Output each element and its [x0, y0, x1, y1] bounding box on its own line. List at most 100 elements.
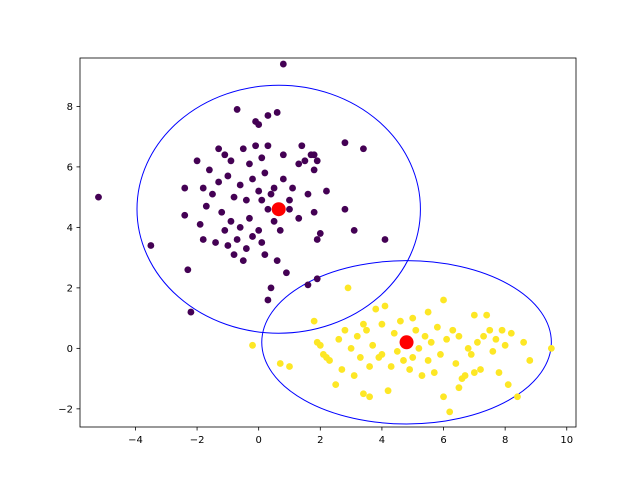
data-point-cluster-1: [221, 227, 229, 234]
data-point-cluster-1: [242, 245, 250, 252]
data-point-cluster-2: [344, 284, 352, 292]
data-point-cluster-1: [295, 160, 303, 168]
data-point-cluster-1: [267, 190, 275, 198]
data-point-cluster-2: [480, 332, 487, 340]
data-point-cluster-2: [366, 363, 373, 370]
data-point-cluster-1: [273, 109, 281, 116]
data-point-cluster-2: [547, 344, 555, 352]
data-point-cluster-2: [409, 354, 417, 361]
data-point-cluster-2: [449, 326, 457, 334]
data-point-cluster-2: [366, 393, 373, 401]
y-axis-ticks: −2 0 2 4 6 8: [58, 102, 80, 415]
data-point-cluster-1: [279, 151, 287, 159]
data-point-cluster-2: [461, 372, 469, 379]
data-point-cluster-1: [224, 242, 232, 249]
data-point-cluster-2: [316, 341, 324, 349]
data-point-cluster-2: [406, 366, 414, 373]
data-point-cluster-2: [427, 338, 435, 346]
data-point-cluster-1: [193, 157, 201, 165]
data-point-cluster-2: [424, 357, 432, 364]
data-point-cluster-1: [236, 223, 244, 231]
x-tick-label: 2: [317, 435, 323, 446]
data-point-cluster-2: [356, 354, 364, 361]
data-point-cluster-1: [264, 296, 272, 304]
data-point-cluster-1: [230, 193, 238, 201]
data-point-cluster-2: [424, 308, 432, 316]
data-point-cluster-2: [474, 338, 481, 346]
data-point-cluster-1: [279, 60, 287, 68]
data-point-cluster-2: [363, 326, 370, 334]
data-point-cluster-1: [233, 236, 241, 243]
data-point-cluster-2: [369, 341, 377, 349]
data-point-cluster-2: [507, 329, 515, 337]
data-point-cluster-2: [489, 347, 497, 355]
data-point-cluster-2: [440, 393, 447, 401]
data-point-cluster-2: [326, 357, 333, 364]
data-point-cluster-1: [202, 202, 210, 210]
data-point-cluster-2: [467, 351, 475, 358]
data-point-cluster-2: [384, 387, 392, 395]
data-point-cluster-1: [187, 308, 195, 316]
data-point-cluster-1: [233, 106, 241, 113]
data-point-cluster-1: [264, 142, 272, 150]
data-point-cluster-2: [483, 311, 491, 319]
data-point-cluster-2: [455, 384, 463, 392]
y-tick-label: 6: [67, 162, 73, 173]
data-point-cluster-1: [313, 157, 321, 165]
data-point-cluster-2: [464, 344, 472, 352]
data-point-cluster-1: [267, 284, 275, 292]
data-point-cluster-1: [258, 239, 266, 246]
data-point-cluster-1: [310, 151, 318, 159]
data-point-cluster-2: [440, 296, 447, 304]
centroid-marker-2: [399, 335, 414, 350]
data-point-cluster-1: [258, 154, 266, 162]
data-point-cluster-2: [501, 341, 509, 349]
data-point-cluster-1: [255, 121, 263, 128]
data-point-cluster-1: [283, 269, 290, 277]
data-point-cluster-1: [270, 217, 278, 225]
data-point-cluster-1: [289, 184, 296, 192]
data-point-cluster-1: [227, 157, 235, 165]
data-point-cluster-2: [437, 351, 444, 358]
data-point-cluster-1: [360, 145, 367, 153]
x-tick-label: 8: [502, 435, 508, 446]
data-point-cluster-1: [279, 175, 287, 183]
data-point-cluster-1: [221, 151, 229, 159]
x-tick-label: 10: [560, 435, 573, 446]
data-point-cluster-1: [310, 166, 318, 174]
data-point-cluster-2: [353, 332, 361, 340]
data-point-cluster-1: [255, 227, 263, 234]
data-point-cluster-2: [310, 317, 318, 325]
data-point-cluster-2: [335, 335, 343, 343]
data-point-cluster-1: [264, 205, 272, 213]
y-tick-label: 8: [67, 102, 73, 113]
data-point-cluster-1: [258, 196, 266, 204]
data-point-cluster-1: [261, 169, 269, 177]
data-point-cluster-2: [452, 360, 460, 367]
data-point-cluster-1: [316, 230, 324, 237]
data-point-cluster-1: [295, 214, 303, 222]
data-point-cluster-2: [504, 381, 512, 389]
x-tick-label: −2: [190, 435, 205, 446]
data-point-cluster-2: [433, 323, 441, 331]
cluster-ellipse-1: [136, 84, 421, 334]
data-point-cluster-1: [224, 172, 232, 180]
data-point-cluster-1: [286, 205, 293, 213]
data-point-cluster-1: [246, 160, 253, 168]
data-point-cluster-1: [242, 196, 250, 204]
data-point-cluster-1: [181, 211, 189, 219]
data-point-cluster-2: [415, 344, 423, 352]
data-point-cluster-2: [360, 390, 367, 398]
data-point-cluster-1: [276, 227, 284, 234]
data-point-cluster-2: [430, 369, 438, 376]
data-point-cluster-1: [249, 233, 256, 240]
data-point-cluster-2: [470, 311, 478, 319]
data-point-cluster-1: [215, 145, 223, 153]
data-point-cluster-2: [387, 363, 395, 370]
data-point-cluster-1: [341, 139, 349, 147]
data-point-cluster-1: [215, 178, 223, 186]
data-point-cluster-1: [212, 239, 219, 246]
centroids-layer: [271, 202, 414, 350]
data-point-cluster-2: [520, 338, 528, 346]
